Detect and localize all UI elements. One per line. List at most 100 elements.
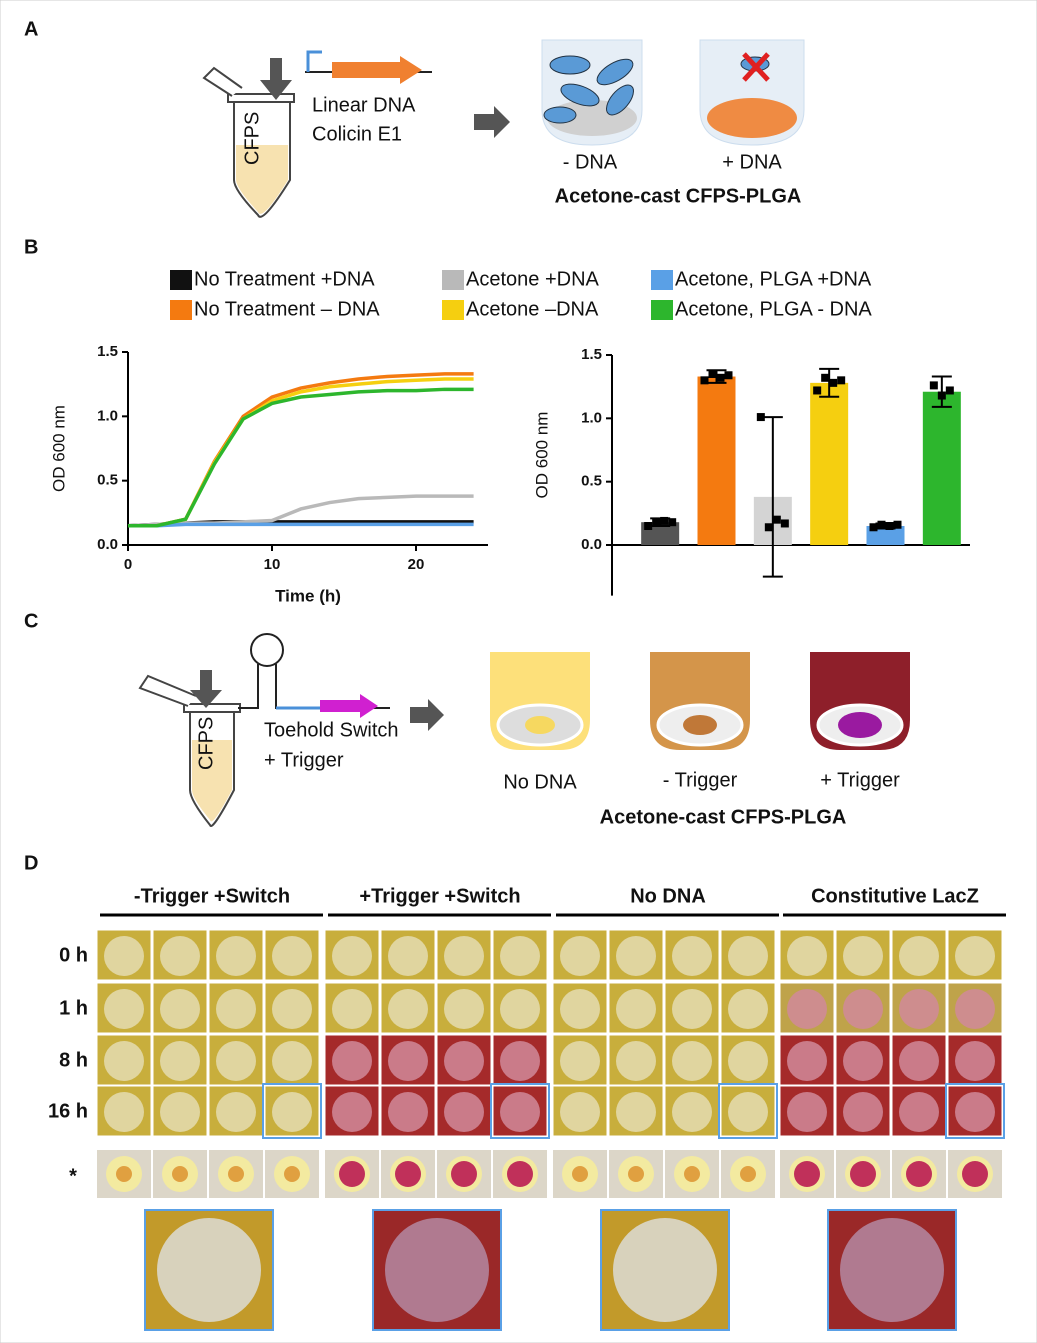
dna-label: Linear DNA	[312, 94, 416, 116]
data-point	[772, 515, 781, 524]
bead	[843, 1092, 883, 1132]
legend-label: No Treatment +DNA	[194, 268, 375, 290]
y-tick-label: 0.5	[581, 473, 602, 490]
zoom-bead	[157, 1218, 261, 1322]
highlight	[262, 1083, 322, 1139]
y-tick-label: 0.5	[97, 472, 118, 489]
cup-label: - Trigger	[663, 769, 738, 791]
bead	[728, 989, 768, 1029]
star-spot	[116, 1166, 132, 1182]
bead	[272, 1092, 312, 1132]
bead	[104, 1092, 144, 1132]
panel-label: C	[24, 610, 38, 632]
y-tick-label: 1.5	[581, 346, 602, 363]
data-point	[764, 523, 773, 532]
bead	[616, 1092, 656, 1132]
data-point	[945, 386, 954, 395]
bead	[672, 1041, 712, 1081]
star-spot	[284, 1166, 300, 1182]
data-point	[937, 391, 946, 400]
legend-swatch	[170, 270, 192, 290]
star-spot	[740, 1166, 756, 1182]
data-point	[756, 413, 765, 422]
star-spot	[906, 1161, 932, 1187]
bead	[388, 1092, 428, 1132]
tube-label: CFPS	[241, 112, 263, 165]
legend-swatch	[651, 300, 673, 320]
bead	[444, 989, 484, 1029]
data-point	[877, 520, 886, 529]
bead	[500, 989, 540, 1029]
star-spot	[339, 1161, 365, 1187]
y-tick-label: 0.0	[581, 536, 602, 553]
bead	[672, 989, 712, 1029]
row-label: 0 h	[59, 944, 88, 966]
bead	[332, 1041, 372, 1081]
x-tick-label: 20	[408, 556, 425, 573]
bead	[104, 989, 144, 1029]
row-label: 16 h	[48, 1100, 88, 1122]
panel-label: D	[24, 852, 38, 874]
data-point	[780, 519, 789, 528]
data-point	[821, 373, 830, 382]
y-axis-label: OD 600 nm	[49, 405, 68, 492]
row-label: 8 h	[59, 1049, 88, 1071]
bead	[843, 936, 883, 976]
bead	[955, 1041, 995, 1081]
bead	[899, 1041, 939, 1081]
line-series	[128, 387, 474, 528]
tube-a	[202, 39, 805, 218]
bead	[332, 936, 372, 976]
data-point	[644, 522, 653, 530]
bead	[616, 1041, 656, 1081]
panel-label: B	[24, 236, 38, 258]
dish-label: - DNA	[563, 151, 618, 173]
bead	[616, 989, 656, 1029]
bead	[560, 936, 600, 976]
bead	[332, 989, 372, 1029]
group-header: Constitutive LacZ	[811, 885, 979, 907]
data-point	[652, 518, 661, 527]
row-label: 1 h	[59, 997, 88, 1019]
star-spot	[228, 1166, 244, 1182]
data-point	[893, 520, 902, 529]
data-point	[708, 370, 717, 378]
x-tick-label: 10	[264, 556, 281, 573]
y-tick-label: 0.0	[97, 536, 118, 553]
tube-label: CFPS	[195, 717, 217, 770]
data-point	[885, 522, 894, 530]
data-point	[929, 381, 938, 390]
cup-label: No DNA	[503, 771, 577, 793]
star-spot	[850, 1161, 876, 1187]
bead	[899, 1092, 939, 1132]
legend-swatch	[442, 270, 464, 290]
bead	[444, 936, 484, 976]
bead	[955, 989, 995, 1029]
bead	[216, 989, 256, 1029]
legend-swatch	[170, 300, 192, 320]
bead	[899, 989, 939, 1029]
star-spot	[395, 1161, 421, 1187]
dna-label: Toehold Switch	[264, 719, 399, 741]
cup-label: + Trigger	[820, 769, 900, 791]
bead	[272, 989, 312, 1029]
legend-label: Acetone, PLGA +DNA	[675, 268, 872, 290]
bead	[616, 936, 656, 976]
bead	[160, 936, 200, 976]
legend-label: Acetone, PLGA - DNA	[675, 298, 872, 320]
bead	[500, 936, 540, 976]
bead	[955, 936, 995, 976]
star-spot	[451, 1161, 477, 1187]
y-tick-label: 1.0	[97, 407, 118, 424]
y-axis-label: OD 600 nm	[532, 412, 551, 499]
star-spot	[794, 1161, 820, 1187]
bead	[728, 1041, 768, 1081]
star-spot	[172, 1166, 188, 1182]
y-tick-label: 1.5	[97, 343, 118, 360]
bead	[160, 1041, 200, 1081]
data-point	[660, 516, 669, 525]
legend-label: Acetone –DNA	[466, 298, 599, 320]
group-header: +Trigger +Switch	[359, 885, 520, 907]
highlight	[490, 1083, 550, 1139]
bead	[728, 936, 768, 976]
